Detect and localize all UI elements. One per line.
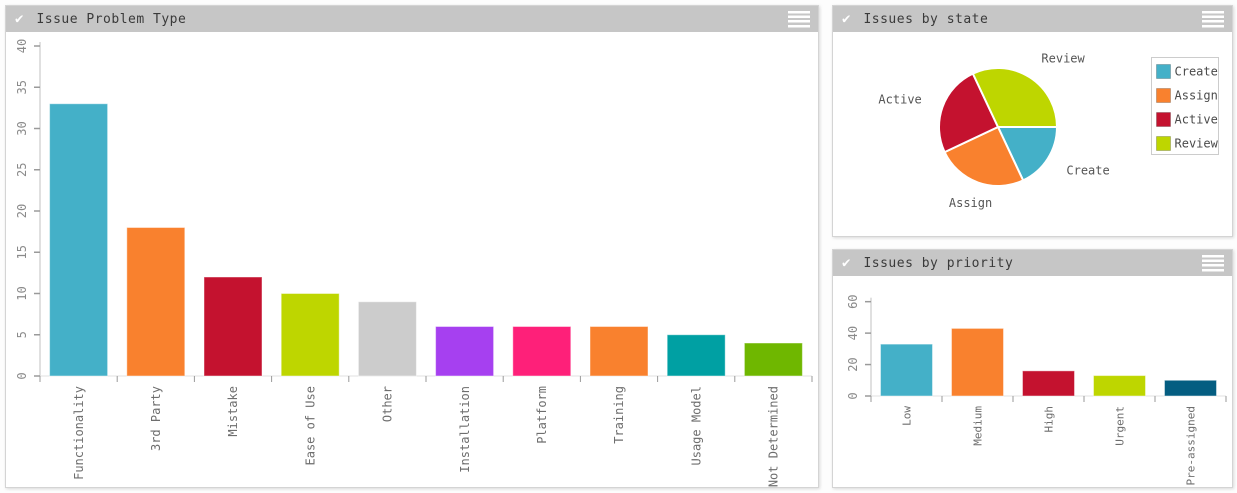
y-tick-label: 10	[15, 286, 29, 300]
panel-title: Issue Problem Type	[36, 11, 187, 27]
bar-mistake[interactable]	[203, 276, 263, 377]
category-label: Other	[381, 386, 395, 422]
bar-not-determined[interactable]	[743, 342, 803, 377]
y-tick-label: 35	[15, 80, 29, 94]
legend-swatch-create[interactable]	[1156, 64, 1171, 79]
bar-pre-assigned[interactable]	[1164, 379, 1217, 397]
panel-header: ✔ Issues by priority	[833, 250, 1232, 276]
y-tick-label: 40	[15, 39, 29, 53]
legend-label-active[interactable]: Active	[1175, 113, 1218, 127]
pie-label: Assign	[949, 196, 992, 210]
bar-other[interactable]	[357, 301, 417, 377]
y-tick-label: 20	[15, 204, 29, 218]
menu-icon[interactable]	[1202, 255, 1224, 272]
pie-chart-svg: Create Assign Active Review Create Assign Acti…	[878, 52, 1219, 210]
pie-label: Review	[1041, 52, 1085, 66]
bar-3rd-party[interactable]	[126, 227, 186, 377]
bar-urgent[interactable]	[1093, 375, 1146, 397]
category-label: Mistake	[226, 386, 240, 437]
pie-chart-issues-by-state: Create Assign Active Review Create Assign Acti…	[833, 32, 1232, 240]
category-label: Low	[900, 406, 913, 426]
menu-icon[interactable]	[788, 11, 810, 28]
bar-low[interactable]	[880, 343, 933, 397]
panel-header: ✔ Issues by state	[833, 6, 1232, 32]
panel-issues-by-state: ✔ Issues by state Create Assign Active Revi…	[832, 5, 1233, 237]
bar-functionality[interactable]	[49, 103, 109, 377]
panel-header: ✔ Issue Problem Type	[6, 6, 818, 32]
category-label: High	[1042, 406, 1055, 433]
category-label: Not Determined	[767, 386, 781, 487]
panel-title: Issues by state	[863, 11, 989, 27]
pie-slice-assign[interactable]	[943, 125, 1025, 187]
check-icon: ✔	[842, 255, 851, 271]
menu-icon[interactable]	[1202, 11, 1224, 28]
bar-training[interactable]	[589, 326, 649, 377]
legend-swatch-active[interactable]	[1156, 112, 1171, 127]
legend-label-create[interactable]: Create	[1175, 65, 1218, 79]
category-label: 3rd Party	[149, 386, 163, 451]
legend-label-assign[interactable]: Assign	[1175, 89, 1218, 103]
category-label: Ease of Use	[303, 386, 317, 465]
bar-chart-svg: 0 5 10 15 20 25 30 35 40 Functionality 3rd Party Mi…	[15, 39, 813, 487]
category-label: Platform	[535, 386, 549, 444]
panel-issue-problem-type: ✔ Issue Problem Type 0 5 10 15 20 25 30 35 40 Fun…	[5, 5, 819, 488]
y-tick-label: 30	[15, 121, 29, 135]
category-label: Medium	[971, 406, 984, 446]
pie-label: Create	[1066, 163, 1109, 177]
pie-slice-review[interactable]	[971, 67, 1059, 128]
category-label: Installation	[458, 386, 472, 473]
pie-label: Active	[878, 93, 921, 107]
pie-slice-active[interactable]	[938, 72, 1000, 154]
bar-chart-problem-type: 0 5 10 15 20 25 30 35 40 Functionality 3rd Party Mi…	[6, 32, 818, 491]
category-label: Pre-assigned	[1184, 406, 1197, 485]
panel-issues-by-priority: ✔ Issues by priority 0 20 40 60 Low Medium Hig…	[832, 249, 1233, 488]
y-tick-label: 25	[15, 163, 29, 177]
bar-chart-svg: 0 20 40 60 Low Medium High Urgent Pre-assigned	[846, 294, 1227, 485]
bar-chart-issues-by-priority: 0 20 40 60 Low Medium High Urgent Pre-assigned	[833, 276, 1232, 491]
y-tick-label: 60	[846, 294, 860, 308]
bar-high[interactable]	[1022, 370, 1075, 397]
legend-label-review[interactable]: Review	[1175, 137, 1219, 151]
y-tick-label: 40	[846, 326, 860, 340]
bar-medium[interactable]	[951, 327, 1004, 397]
check-icon: ✔	[842, 11, 851, 27]
category-label: Urgent	[1113, 406, 1126, 446]
check-icon: ✔	[15, 11, 24, 27]
legend-swatch-review[interactable]	[1156, 136, 1171, 151]
y-tick-label: 0	[15, 372, 29, 379]
y-tick-label: 0	[846, 392, 860, 399]
panel-title: Issues by priority	[863, 255, 1014, 271]
bar-ease-of-use[interactable]	[280, 293, 340, 377]
category-label: Functionality	[72, 386, 86, 480]
y-tick-label: 20	[846, 357, 860, 371]
category-label: Training	[612, 386, 626, 444]
bar-installation[interactable]	[435, 326, 495, 377]
y-tick-label: 15	[15, 245, 29, 259]
y-tick-label: 5	[15, 331, 29, 338]
category-label: Usage Model	[689, 386, 703, 465]
pie-slice-create[interactable]	[996, 126, 1059, 182]
legend-swatch-assign[interactable]	[1156, 88, 1171, 103]
bar-usage-model[interactable]	[666, 334, 726, 377]
bar-platform[interactable]	[512, 326, 572, 377]
